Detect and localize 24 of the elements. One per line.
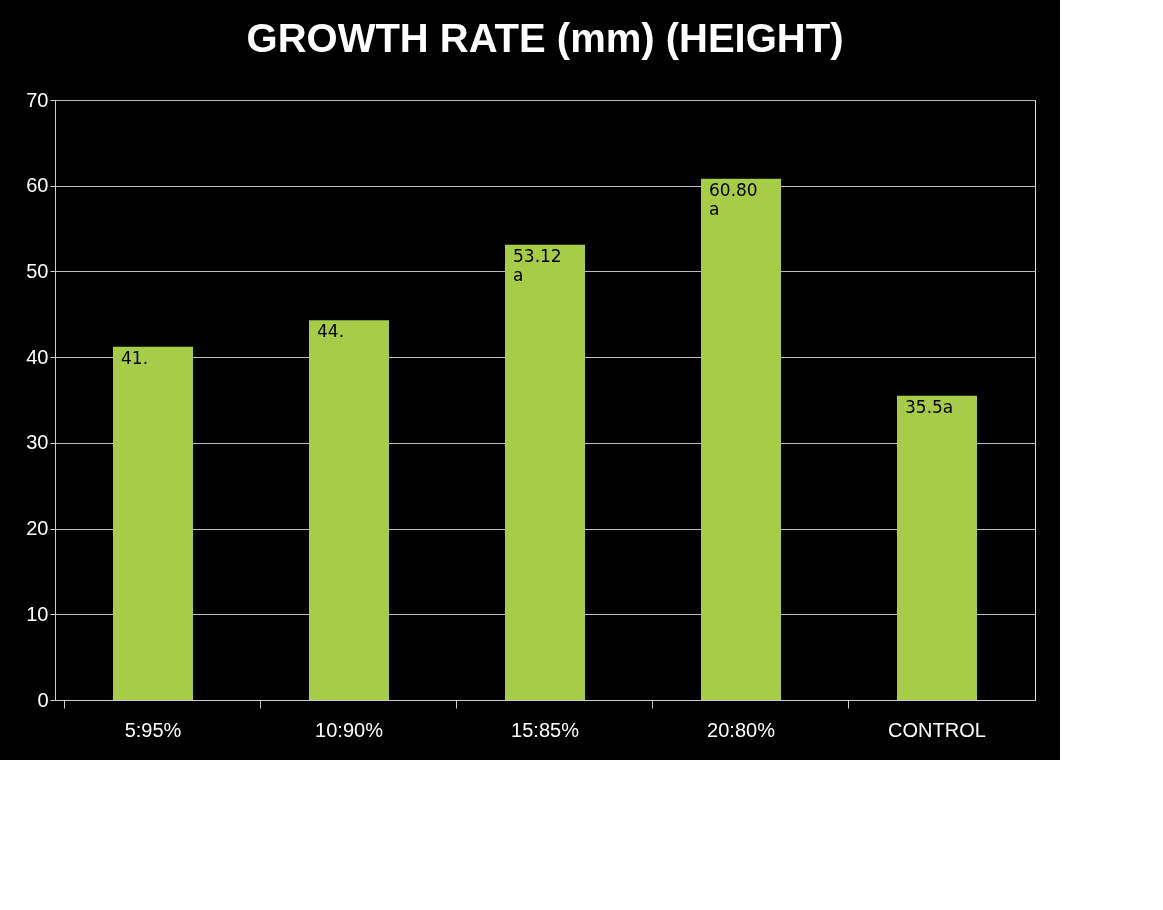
bar: [309, 320, 389, 700]
data-label: 44.: [317, 321, 345, 342]
x-tick-label: 20:80%: [707, 718, 776, 741]
bar: [701, 178, 781, 700]
data-label: 41.: [121, 347, 149, 368]
y-tick-label: 60: [26, 174, 49, 197]
bar: [505, 244, 585, 700]
x-tick-label: 15:85%: [511, 718, 580, 741]
bar: [897, 395, 977, 700]
y-tick-label: 40: [26, 345, 49, 368]
x-tick-label: CONTROL: [888, 718, 986, 741]
y-tick-label: 20: [26, 517, 49, 540]
data-label: 60.80 a: [709, 179, 758, 219]
bar: [113, 346, 193, 700]
x-tick-label: 10:90%: [315, 718, 384, 741]
data-label: 53.12 a: [513, 245, 562, 285]
data-label: 35.5a: [905, 396, 954, 417]
y-tick-label: 30: [26, 431, 49, 454]
chart-title: GROWTH RATE (mm) (HEIGHT): [246, 16, 844, 60]
y-tick-label: 50: [26, 259, 49, 282]
y-tick-label: 10: [26, 602, 49, 625]
x-tick-label: 5:95%: [124, 718, 182, 741]
y-tick-label: 0: [37, 688, 49, 711]
y-tick-label: 70: [26, 88, 49, 111]
